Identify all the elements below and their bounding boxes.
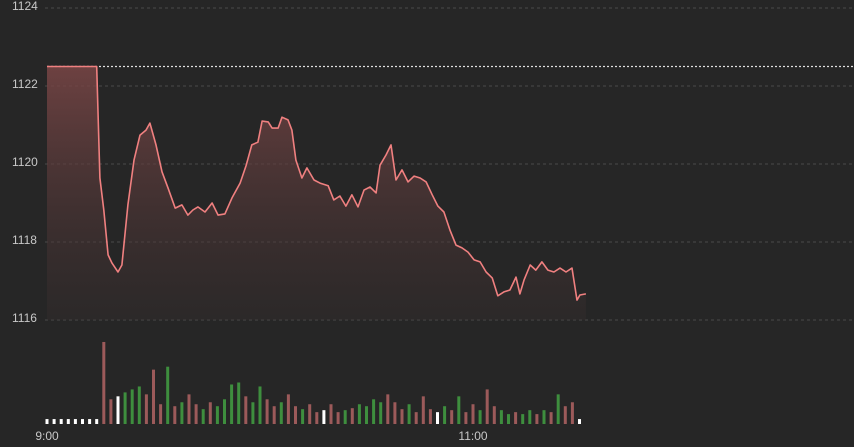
- volume-bar: [294, 406, 297, 424]
- volume-bar: [152, 369, 155, 424]
- volume-bar: [88, 419, 92, 424]
- volume-bar: [563, 406, 567, 424]
- volume-bar: [407, 404, 411, 424]
- x-tick-label: 9:00: [35, 429, 59, 443]
- volume-bar: [109, 399, 113, 424]
- volume-bar: [223, 399, 226, 424]
- volume-bar: [137, 386, 141, 424]
- y-tick-label: 1120: [12, 155, 38, 169]
- volume-bar: [237, 382, 241, 424]
- volume-bar: [59, 419, 63, 424]
- volume-bar: [549, 412, 553, 424]
- volume-bar: [265, 399, 269, 424]
- volume-bar: [535, 414, 539, 424]
- volume-bar: [350, 408, 354, 424]
- volume-bar: [379, 402, 383, 424]
- volume-bar: [414, 412, 418, 424]
- volume-bar: [279, 402, 283, 424]
- volume-bar: [194, 404, 198, 424]
- volume-bar: [322, 410, 326, 424]
- x-tick-label: 11:00: [458, 429, 487, 443]
- volume-bar: [286, 394, 290, 424]
- volume-bar: [244, 396, 248, 424]
- volume-bar: [428, 409, 432, 424]
- volume-bar: [521, 414, 525, 424]
- volume-bar: [180, 402, 184, 424]
- volume-bar: [443, 406, 447, 424]
- volume-bar: [81, 419, 84, 424]
- volume-bar: [372, 399, 376, 424]
- volume-bar: [201, 409, 205, 424]
- volume-bar: [393, 402, 397, 424]
- volume-bar: [499, 410, 503, 424]
- volume-bar: [301, 409, 305, 424]
- volume-bar: [386, 394, 390, 424]
- volume-bar: [159, 404, 163, 424]
- volume-bar: [272, 406, 276, 424]
- volume-bar: [578, 419, 581, 424]
- volume-bar: [315, 412, 319, 424]
- volume-bar: [95, 419, 99, 424]
- volume-bar: [421, 396, 425, 424]
- volume-bar: [485, 389, 489, 424]
- price-line: [47, 65, 587, 301]
- volume-bar: [478, 410, 482, 424]
- volume-bar: [457, 396, 461, 424]
- volume-bar: [52, 419, 56, 424]
- volume-bar: [528, 410, 532, 424]
- volume-bar: [436, 412, 439, 424]
- y-tick-label: 1118: [12, 233, 37, 247]
- price-area: [47, 66, 586, 320]
- volume-bar: [492, 406, 496, 424]
- y-tick-label: 1116: [12, 311, 37, 325]
- volume-bar: [464, 412, 468, 424]
- volume-bar: [73, 419, 77, 424]
- volume-bar: [173, 406, 177, 424]
- volume-bar: [258, 386, 262, 424]
- volume-bar: [329, 404, 333, 424]
- volume-bar: [66, 419, 70, 424]
- y-tick-label: 1122: [12, 77, 38, 91]
- volume-bar: [570, 402, 574, 424]
- y-tick-label: 1124: [12, 0, 38, 13]
- volume-bar: [215, 406, 219, 424]
- volume-bar: [308, 404, 312, 424]
- volume-bar: [116, 396, 120, 424]
- volume-bar: [514, 412, 518, 424]
- volume-bar: [166, 366, 170, 424]
- volume-bar: [471, 404, 475, 424]
- volume-bar: [230, 384, 234, 424]
- volume-bar: [343, 410, 347, 424]
- volume-bar: [45, 419, 49, 424]
- volume-bar: [450, 410, 454, 424]
- volume-bar: [365, 406, 368, 424]
- volume-bar: [187, 394, 191, 424]
- volume-bar: [400, 409, 404, 424]
- volume-bar: [102, 341, 106, 424]
- volume-bar: [542, 410, 546, 424]
- volume-bar: [208, 402, 212, 424]
- volume-bar: [357, 404, 361, 424]
- volume-bar: [251, 402, 255, 424]
- volume-bar: [336, 412, 340, 424]
- volume-bar: [123, 392, 127, 424]
- volume-bar: [144, 394, 148, 424]
- volume-bar: [507, 414, 510, 424]
- volume-bar: [130, 389, 134, 424]
- volume-bar: [556, 394, 560, 424]
